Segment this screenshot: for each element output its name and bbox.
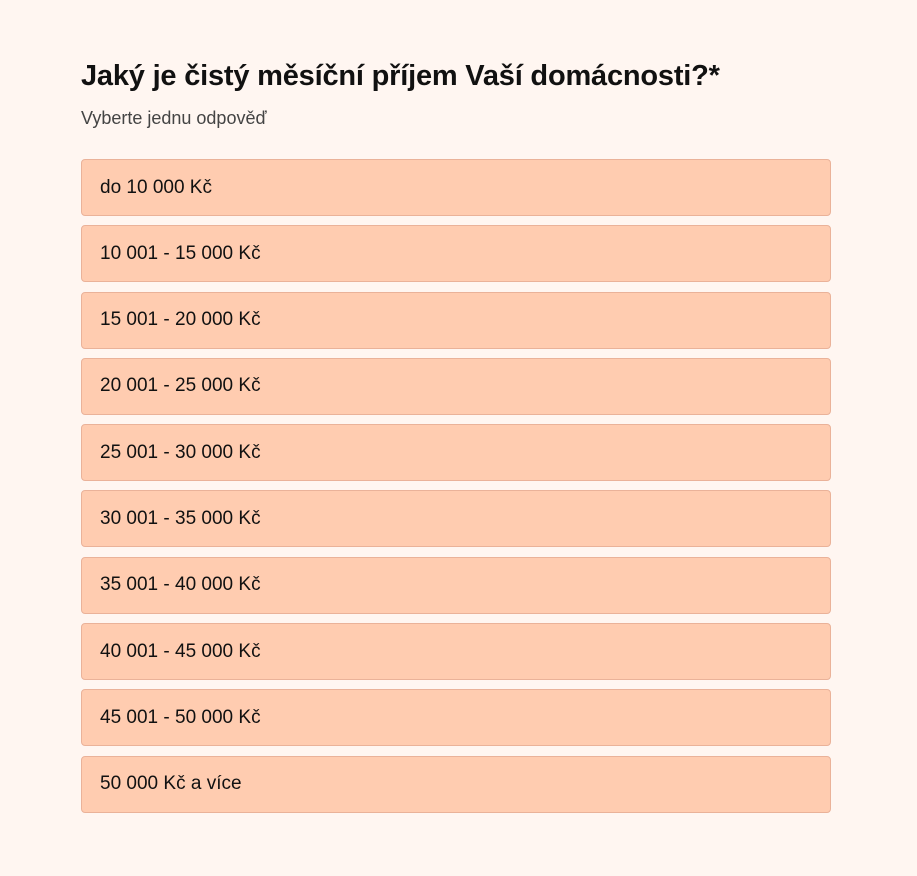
option-button[interactable]: 15 001 - 20 000 Kč: [81, 291, 831, 349]
option-button[interactable]: 25 001 - 30 000 Kč: [81, 424, 831, 482]
option-button[interactable]: 45 001 - 50 000 Kč: [81, 689, 831, 747]
option-button[interactable]: 20 001 - 25 000 Kč: [81, 357, 831, 415]
option-button[interactable]: do 10 000 Kč: [81, 159, 831, 216]
option-button[interactable]: 10 001 - 15 000 Kč: [81, 225, 831, 283]
options-list: do 10 000 Kč 10 001 - 15 000 Kč 15 001 -…: [81, 159, 831, 822]
option-button[interactable]: 35 001 - 40 000 Kč: [81, 556, 831, 614]
question-hint: Vyberte jednu odpověď: [81, 108, 267, 128]
option-button[interactable]: 40 001 - 45 000 Kč: [81, 623, 831, 681]
question-title: Jaký je čistý měsíční příjem Vaší domácn…: [81, 60, 720, 92]
option-button[interactable]: 50 000 Kč a více: [81, 755, 831, 813]
option-button[interactable]: 30 001 - 35 000 Kč: [81, 490, 831, 548]
question-block: Jaký je čistý měsíční příjem Vaší domácn…: [81, 56, 831, 813]
